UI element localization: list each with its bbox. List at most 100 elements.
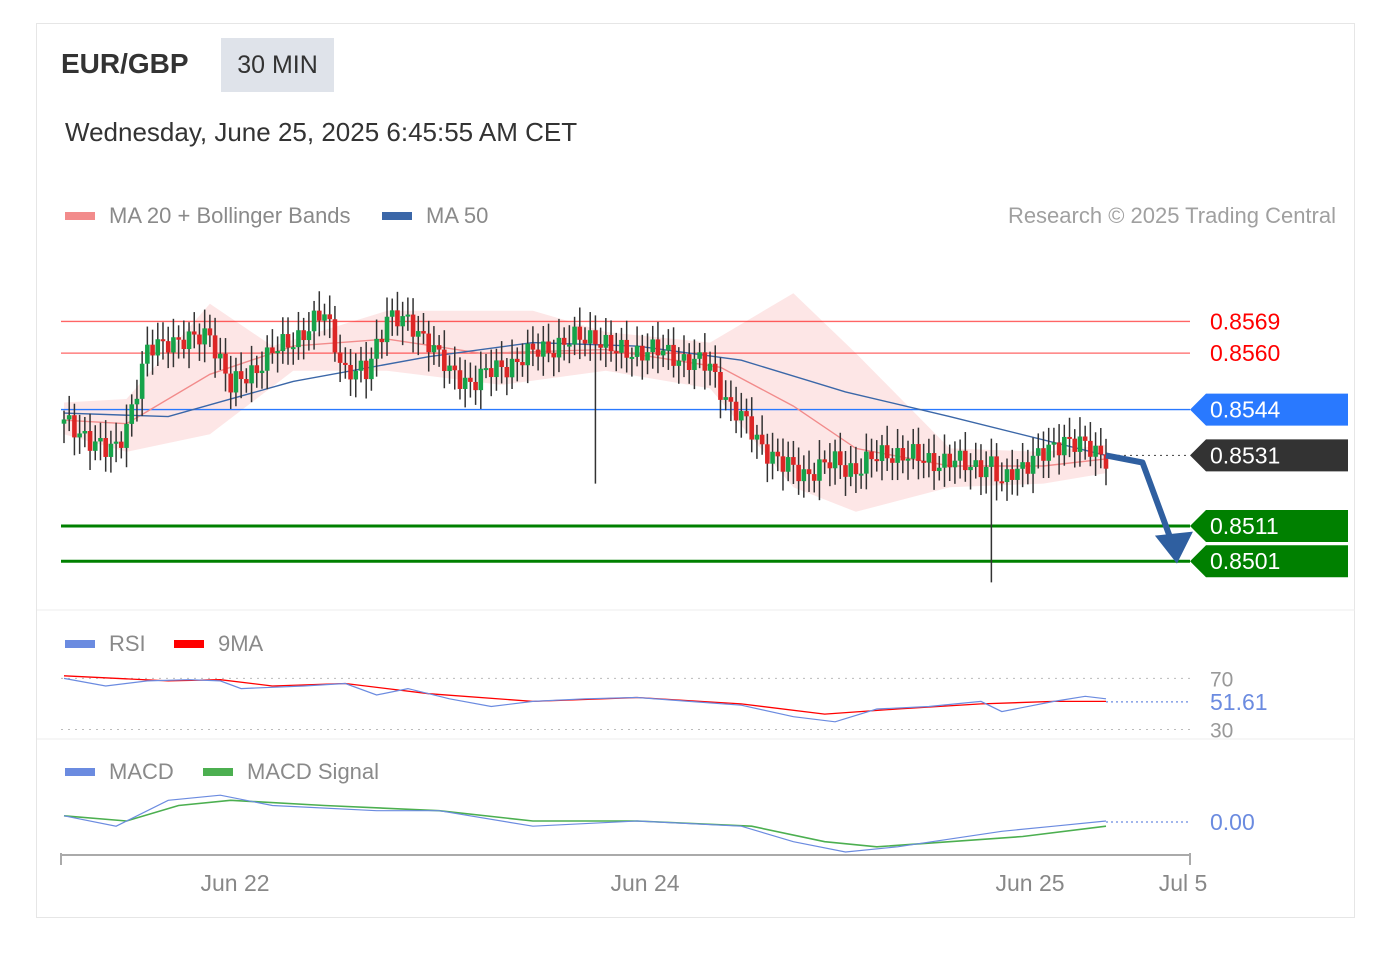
candle-body bbox=[134, 398, 140, 405]
level-tag bbox=[1190, 439, 1348, 472]
legend-label: MACD Signal bbox=[247, 759, 380, 784]
legend-swatch bbox=[203, 767, 233, 776]
candle-body bbox=[676, 360, 682, 366]
candle-body bbox=[733, 401, 739, 421]
chart-card bbox=[36, 23, 1355, 918]
candle-body bbox=[983, 466, 989, 478]
candle-body bbox=[72, 415, 77, 438]
level-label: 0.8544 bbox=[1210, 397, 1281, 423]
candle-body bbox=[176, 337, 181, 340]
macd-last-value: 0.00 bbox=[1210, 809, 1255, 835]
candle-body bbox=[520, 362, 525, 366]
level-label: 0.8501 bbox=[1210, 548, 1280, 574]
candle-body bbox=[197, 334, 202, 345]
candle-body bbox=[1093, 445, 1098, 457]
candle-body bbox=[405, 314, 411, 317]
candle-body bbox=[285, 334, 291, 348]
candle-body bbox=[1004, 469, 1010, 483]
candle-body bbox=[1020, 462, 1025, 469]
candle-body bbox=[468, 377, 473, 382]
candle-body bbox=[697, 352, 702, 359]
candle-body bbox=[358, 360, 364, 371]
candle-body bbox=[785, 457, 791, 472]
candle-body bbox=[884, 445, 890, 459]
candle-body bbox=[119, 441, 124, 448]
macd-line bbox=[63, 794, 1107, 853]
candle-body bbox=[316, 310, 322, 321]
candle-body bbox=[890, 458, 895, 463]
legend-swatch bbox=[382, 211, 412, 220]
candle-body bbox=[254, 365, 260, 374]
candle-body bbox=[759, 434, 765, 445]
candle-body bbox=[827, 462, 833, 469]
rsi-last-bg bbox=[1200, 687, 1280, 714]
legend-swatch bbox=[65, 767, 95, 776]
candle-body bbox=[634, 345, 640, 357]
candle-body bbox=[322, 314, 327, 321]
candle-body bbox=[139, 363, 145, 399]
candle-body bbox=[551, 352, 557, 358]
candle-body bbox=[306, 331, 312, 341]
candle-body bbox=[1025, 462, 1031, 474]
candle-body bbox=[749, 416, 755, 440]
candle-body bbox=[228, 373, 234, 393]
candle-body bbox=[233, 371, 239, 393]
candle-body bbox=[1062, 436, 1067, 456]
candle-body bbox=[775, 451, 781, 457]
candle-body bbox=[963, 450, 968, 471]
candle-body bbox=[817, 459, 822, 481]
candle-body bbox=[207, 328, 213, 336]
candle-body bbox=[619, 339, 624, 353]
candle-body bbox=[462, 377, 468, 389]
candle-body bbox=[1009, 469, 1015, 480]
candle-body bbox=[905, 458, 911, 461]
rsi-line bbox=[63, 677, 1107, 723]
candle-body bbox=[218, 353, 223, 359]
candle-body bbox=[869, 451, 874, 460]
candle-body bbox=[947, 453, 952, 468]
candle-body bbox=[186, 331, 192, 350]
candle-body bbox=[806, 469, 812, 475]
level-label: 0.8560 bbox=[1210, 340, 1280, 366]
candle-body bbox=[280, 334, 286, 352]
rsi-tick-label: 70 bbox=[1210, 668, 1233, 691]
legend-label: RSI bbox=[109, 631, 146, 656]
candle-body bbox=[640, 345, 645, 361]
candle-body bbox=[572, 326, 577, 345]
candle-body bbox=[124, 423, 129, 448]
candle-body bbox=[509, 358, 515, 378]
candle-body bbox=[181, 339, 187, 350]
forecast-arrow-head bbox=[1154, 531, 1193, 564]
candle-body bbox=[535, 349, 541, 357]
candle-body bbox=[921, 460, 926, 463]
candle-body bbox=[483, 368, 489, 371]
candle-body bbox=[1082, 436, 1088, 441]
candle-body bbox=[780, 456, 786, 472]
candle-body bbox=[87, 431, 93, 451]
candle-body bbox=[275, 351, 280, 354]
legend-ma20: MA 20 + Bollinger Bands bbox=[65, 203, 351, 229]
candle-body bbox=[1030, 455, 1036, 474]
candle-body bbox=[150, 344, 155, 356]
candle-body bbox=[843, 465, 848, 477]
legend-label: MACD bbox=[109, 759, 174, 784]
candle-body bbox=[744, 411, 749, 417]
candle-body bbox=[1077, 436, 1083, 452]
candle-body bbox=[384, 316, 390, 343]
candle-body bbox=[541, 341, 546, 357]
candle-body bbox=[723, 397, 728, 400]
candle-body bbox=[113, 441, 119, 444]
candle-body bbox=[530, 343, 536, 350]
candle-body bbox=[426, 333, 431, 353]
candle-body bbox=[624, 339, 629, 358]
timeframe-badge[interactable]: 30 MIN bbox=[221, 38, 334, 92]
candle-body bbox=[712, 363, 718, 372]
candle-body bbox=[681, 354, 687, 361]
candle-body bbox=[770, 451, 775, 464]
candle-body bbox=[1046, 444, 1051, 461]
level-label: 0.8511 bbox=[1210, 513, 1279, 539]
candle-body bbox=[1056, 442, 1062, 456]
candle-body bbox=[337, 352, 343, 363]
candle-body bbox=[363, 360, 369, 380]
candle-body bbox=[796, 464, 801, 482]
